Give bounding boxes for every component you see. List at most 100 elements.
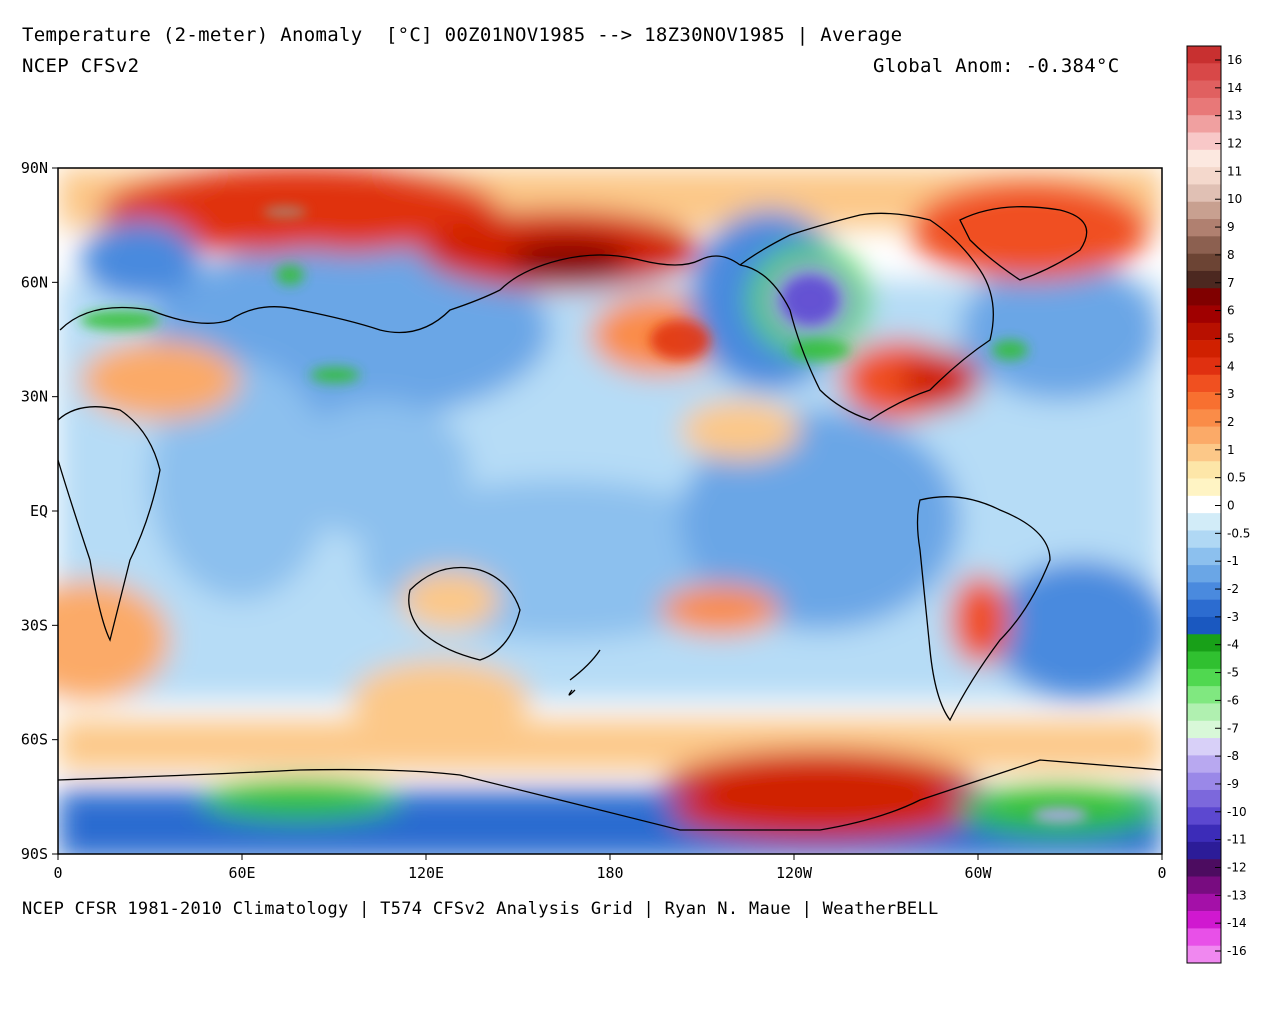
- colorbar-label: 14: [1227, 81, 1242, 95]
- colorbar-frame: [1186, 45, 1222, 964]
- colorbar-swatch: [1187, 634, 1221, 652]
- lat-tick-label: 60N: [21, 273, 48, 291]
- lon-tick-label: 0: [1157, 864, 1166, 882]
- colorbar-swatch: [1187, 236, 1221, 254]
- colorbar-swatch: [1187, 565, 1221, 583]
- colorbar-swatch: [1187, 738, 1221, 756]
- colorbar-label: -4: [1227, 638, 1239, 652]
- colorbar-swatch: [1187, 841, 1221, 860]
- lat-tick-label: 90N: [21, 159, 48, 177]
- colorbar-swatch: [1187, 686, 1221, 704]
- colorbar-swatch: [1187, 859, 1221, 877]
- colorbar-swatch: [1187, 668, 1221, 687]
- colorbar-label: 3: [1227, 387, 1235, 401]
- colorbar-label: -6: [1227, 693, 1239, 707]
- lon-tick-label: 180: [596, 864, 623, 882]
- lat-tick-label: 30N: [21, 388, 48, 406]
- colorbar-swatch: [1187, 928, 1221, 946]
- lon-tick-label: 0: [53, 864, 62, 882]
- colorbar-label: 7: [1227, 276, 1235, 290]
- colorbar-label: -3: [1227, 610, 1239, 624]
- colorbar-swatch: [1187, 46, 1221, 64]
- colorbar-swatch: [1187, 703, 1221, 722]
- colorbar-swatch: [1187, 547, 1221, 566]
- colorbar-label: -5: [1227, 666, 1239, 680]
- colorbar-swatch: [1187, 824, 1221, 843]
- colorbar-label: 5: [1227, 331, 1235, 345]
- colorbar-swatch: [1187, 253, 1221, 272]
- colorbar-swatch: [1187, 305, 1221, 324]
- colorbar-swatch: [1187, 893, 1221, 912]
- colorbar-swatch: [1187, 807, 1221, 825]
- colorbar-swatch: [1187, 789, 1221, 808]
- colorbar-label: 8: [1227, 248, 1235, 262]
- colorbar-label: -12: [1227, 860, 1247, 874]
- lat-tick-label: 30S: [21, 616, 48, 634]
- colorbar-swatch: [1187, 97, 1221, 116]
- lon-tick-label: 60W: [964, 864, 992, 882]
- colorbar-label: -11: [1227, 833, 1247, 847]
- colorbar-swatch: [1187, 616, 1221, 635]
- colorbar-swatch: [1187, 392, 1221, 410]
- colorbar-swatch: [1187, 201, 1221, 220]
- colorbar-swatch: [1187, 755, 1221, 773]
- colorbar-swatch: [1187, 409, 1221, 427]
- colorbar-swatch: [1187, 167, 1221, 185]
- colorbar-swatch: [1187, 426, 1221, 445]
- lon-tick-label: 120E: [408, 864, 444, 882]
- colorbar-label: 9: [1227, 220, 1235, 234]
- colorbar-swatch: [1187, 132, 1221, 151]
- lat-tick-label: 60S: [21, 731, 48, 749]
- colorbar-swatch: [1187, 63, 1221, 81]
- colorbar-label: -1: [1227, 554, 1239, 568]
- longitude-axis: 0 60E 120E 180 120W 60W 0: [53, 864, 1166, 882]
- colorbar-label: 11: [1227, 164, 1242, 178]
- colorbar-swatch: [1187, 374, 1221, 393]
- colorbar-swatch: [1187, 184, 1221, 203]
- colorbar-swatch: [1187, 288, 1221, 306]
- map-title: Temperature (2-meter) Anomaly [°C] 00Z01…: [22, 24, 903, 46]
- colorbar-swatch: [1187, 530, 1221, 549]
- coastlines: [58, 206, 1162, 831]
- colorbar-swatch: [1187, 443, 1221, 462]
- axis-ticks: [52, 167, 1163, 860]
- colorbar-label: 2: [1227, 415, 1235, 429]
- colorbar-swatch: [1187, 478, 1221, 497]
- colorbar-swatch: [1187, 149, 1221, 168]
- global-anomaly: Global Anom: -0.384°C: [873, 55, 1120, 77]
- colorbar-label: -13: [1227, 888, 1247, 902]
- model-name: NCEP CFSv2: [22, 55, 140, 77]
- colorbar-label: 4: [1227, 359, 1235, 373]
- colorbar-swatch: [1187, 651, 1221, 670]
- colorbar-swatch: [1187, 270, 1221, 289]
- colorbar-swatch: [1187, 80, 1221, 99]
- colorbar-label: 12: [1227, 137, 1242, 151]
- colorbar: 16 14 13 12 11 10 9 8 7 6 5 4 3 2 1 0.5 0 -0.5 -1 -2 -3 -4 -5 -…: [1186, 45, 1250, 964]
- lon-tick-label: 60E: [228, 864, 255, 882]
- colorbar-label: -9: [1227, 777, 1239, 791]
- colorbar-swatch: [1187, 720, 1221, 739]
- colorbar-label: 1: [1227, 443, 1235, 457]
- colorbar-swatch: [1187, 876, 1221, 895]
- colorbar-label: -8: [1227, 749, 1239, 763]
- lat-tick-label: EQ: [30, 502, 48, 520]
- colorbar-swatch: [1187, 772, 1221, 791]
- colorbar-label: -14: [1227, 916, 1247, 930]
- credits-footer: NCEP CFSR 1981-2010 Climatology | T574 C…: [22, 899, 939, 919]
- anomaly-field: [58, 168, 1162, 854]
- colorbar-label: 16: [1227, 53, 1242, 67]
- lat-tick-label: 90S: [21, 845, 48, 863]
- colorbar-label: 13: [1227, 109, 1242, 123]
- colorbar-swatch: [1187, 495, 1221, 514]
- latitude-axis: 90N 60N 30N EQ 30S 60S 90S: [21, 159, 48, 863]
- colorbar-label: 6: [1227, 304, 1235, 318]
- colorbar-swatch: [1187, 945, 1221, 964]
- colorbar-label: 10: [1227, 192, 1242, 206]
- colorbar-swatch: [1187, 599, 1221, 618]
- colorbar-swatch: [1187, 340, 1221, 358]
- colorbar-swatch: [1187, 322, 1221, 341]
- colorbar-label: -10: [1227, 805, 1247, 819]
- colorbar-label: -2: [1227, 582, 1239, 596]
- colorbar-swatch: [1187, 911, 1221, 929]
